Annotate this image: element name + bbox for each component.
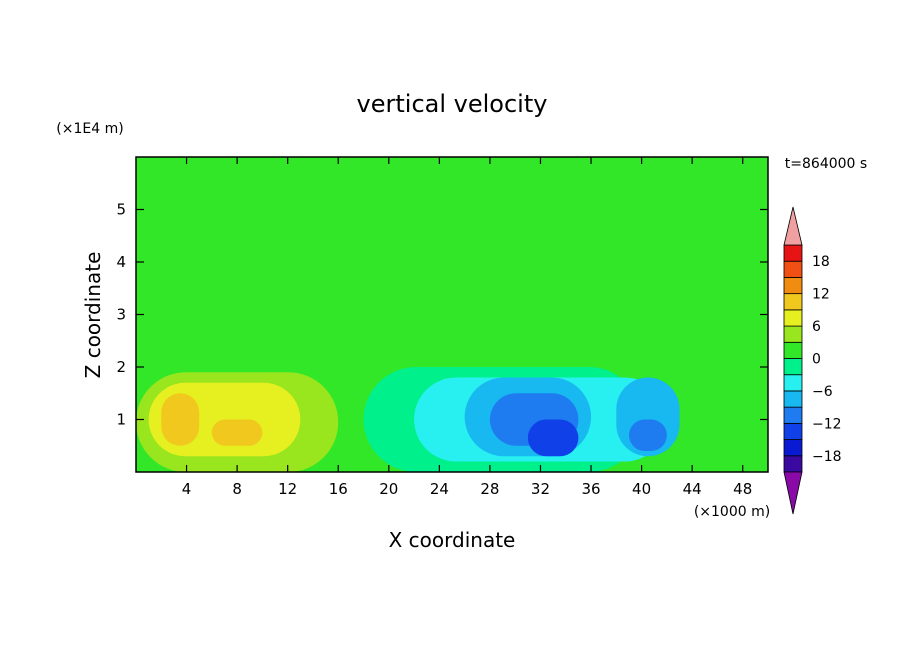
colorbar-tick-label: 6 xyxy=(812,319,821,335)
x-tick-label: 48 xyxy=(733,480,752,498)
colorbar-max-arrow xyxy=(783,206,803,246)
y-axis: 1 2 3 4 5 xyxy=(116,201,768,429)
x-tick-label: 44 xyxy=(683,480,702,498)
y-tick-label: 1 xyxy=(116,411,126,429)
colorbar-tick-label: −6 xyxy=(812,384,833,400)
colorbar-bin xyxy=(783,455,803,473)
colorbar-bin xyxy=(783,260,803,278)
colorbar: 18 12 6 0 −6 −12 −18 xyxy=(783,206,842,515)
x-tick-label: 8 xyxy=(232,480,242,498)
colorbar-bin xyxy=(783,406,803,424)
colorbar-tick-label: 0 xyxy=(812,352,821,368)
x-tick-label: 12 xyxy=(278,480,297,498)
time-label: t=864000 s xyxy=(785,156,867,172)
contour-region xyxy=(161,393,200,446)
y-unit-label: (×1E4 m) xyxy=(56,121,123,137)
colorbar-tick-label: −12 xyxy=(812,416,842,432)
contour-field xyxy=(136,157,768,472)
colorbar-bin xyxy=(783,390,803,408)
x-unit-label: (×1000 m) xyxy=(694,504,770,520)
colorbar-tick-label: −18 xyxy=(812,449,842,465)
y-tick-label: 4 xyxy=(116,253,126,271)
colorbar-bin xyxy=(783,439,803,457)
colorbar-tick-label: 18 xyxy=(812,254,830,270)
contour-region xyxy=(211,419,263,446)
chart-title: vertical velocity xyxy=(357,90,548,118)
colorbar-bin xyxy=(783,309,803,327)
x-tick-label: 20 xyxy=(379,480,398,498)
colorbar-bin xyxy=(783,325,803,343)
colorbar-bin xyxy=(783,277,803,295)
colorbar-min-arrow xyxy=(783,471,803,515)
contour-region xyxy=(628,419,667,451)
x-tick-label: 28 xyxy=(480,480,499,498)
colorbar-bin xyxy=(783,374,803,392)
x-tick-label: 4 xyxy=(182,480,192,498)
x-tick-label: 36 xyxy=(581,480,600,498)
contour-region xyxy=(527,419,579,457)
x-tick-label: 24 xyxy=(430,480,449,498)
y-tick-label: 5 xyxy=(116,201,126,219)
colorbar-bin xyxy=(783,293,803,311)
colorbar-bin xyxy=(783,244,803,262)
y-tick-label: 3 xyxy=(116,306,126,324)
x-axis: 4 8 12 16 20 24 28 32 36 40 44 48 xyxy=(182,157,752,498)
x-tick-label: 40 xyxy=(632,480,651,498)
colorbar-bin xyxy=(783,358,803,376)
x-tick-label: 16 xyxy=(329,480,348,498)
y-tick-label: 2 xyxy=(116,358,126,376)
colorbar-tick-label: 12 xyxy=(812,287,830,303)
colorbar-bin xyxy=(783,422,803,440)
y-axis-label: Z coordinate xyxy=(81,252,105,379)
colorbar-bin xyxy=(783,341,803,359)
x-tick-label: 32 xyxy=(531,480,550,498)
x-axis-label: X coordinate xyxy=(389,528,516,552)
